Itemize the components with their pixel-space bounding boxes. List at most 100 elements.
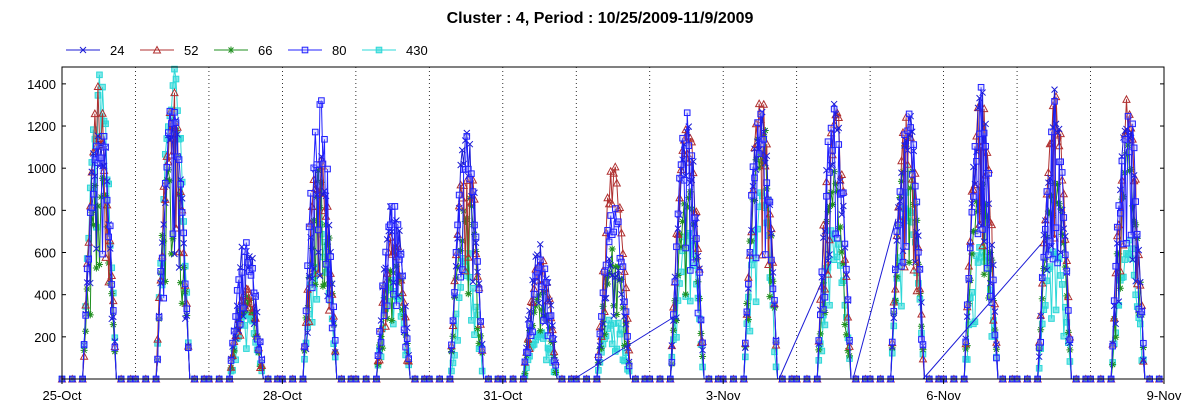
data-point	[451, 289, 458, 296]
data-point	[478, 367, 486, 375]
data-point	[397, 251, 405, 258]
data-point	[448, 367, 455, 375]
data-point	[235, 330, 245, 339]
data-point	[679, 134, 686, 142]
data-point	[608, 340, 616, 348]
data-point	[153, 334, 162, 343]
data-point	[1048, 128, 1055, 136]
data-point	[612, 178, 622, 187]
data-point	[898, 169, 905, 177]
data-point	[832, 180, 840, 188]
data-point	[746, 249, 754, 256]
data-point	[318, 97, 325, 104]
data-point	[986, 293, 994, 300]
data-point	[595, 367, 602, 374]
data-point	[257, 360, 267, 370]
data-point	[97, 193, 105, 201]
data-point	[1061, 232, 1069, 240]
data-point	[103, 196, 111, 204]
data-point	[466, 175, 474, 183]
data-point	[175, 156, 183, 163]
data-point	[982, 120, 990, 128]
data-point	[605, 238, 613, 246]
data-point	[316, 101, 324, 108]
data-point	[1058, 206, 1066, 214]
data-point	[749, 163, 757, 171]
data-point	[1140, 339, 1147, 347]
data-point	[242, 292, 250, 300]
data-point	[158, 254, 166, 262]
data-point	[758, 108, 766, 116]
data-point	[1054, 129, 1061, 137]
data-point	[1041, 255, 1049, 263]
data-point	[686, 297, 694, 305]
data-point	[610, 312, 618, 320]
data-point	[844, 296, 852, 303]
data-point	[405, 355, 412, 362]
data-point	[457, 284, 464, 291]
data-point	[826, 301, 833, 309]
data-point	[100, 132, 108, 140]
data-point	[968, 200, 976, 207]
data-point	[1130, 217, 1138, 225]
data-point	[982, 201, 990, 209]
data-point	[686, 267, 694, 274]
data-point	[94, 202, 102, 210]
data-point	[250, 289, 258, 297]
data-point	[83, 265, 91, 273]
data-point	[973, 158, 980, 165]
data-point	[526, 321, 533, 328]
data-point	[599, 289, 607, 297]
data-point	[598, 313, 605, 320]
data-point	[239, 313, 247, 320]
data-point	[625, 362, 633, 370]
data-point	[905, 110, 913, 118]
data-point	[469, 188, 477, 195]
data-point	[399, 306, 407, 314]
data-point	[895, 221, 902, 229]
data-point	[896, 188, 904, 195]
x-tick-label: 3-Nov	[706, 388, 741, 403]
data-point	[1049, 255, 1057, 263]
data-point	[986, 248, 994, 256]
data-point	[742, 339, 749, 347]
data-point	[321, 135, 328, 143]
data-point	[160, 294, 168, 302]
y-tick-label: 600	[34, 246, 56, 261]
data-point	[683, 109, 691, 117]
data-point	[252, 293, 259, 300]
data-point	[1059, 189, 1069, 198]
data-point	[85, 255, 93, 263]
data-point	[230, 347, 238, 355]
data-point	[844, 347, 852, 355]
data-point	[535, 264, 543, 272]
data-point	[448, 341, 455, 349]
data-point	[396, 256, 403, 263]
data-point	[690, 259, 697, 267]
data-point	[1043, 188, 1051, 195]
data-point	[321, 187, 328, 195]
data-point	[691, 214, 699, 222]
data-point	[911, 182, 919, 190]
data-point	[1035, 344, 1043, 351]
data-point	[400, 326, 408, 333]
data-point	[601, 330, 609, 338]
data-point	[177, 180, 184, 188]
data-point	[331, 337, 339, 344]
data-point	[249, 308, 257, 316]
data-point	[171, 65, 178, 73]
data-point	[1040, 231, 1048, 239]
data-point	[1061, 263, 1069, 271]
data-point	[751, 174, 758, 182]
data-point	[1055, 125, 1063, 133]
data-point	[540, 317, 547, 324]
data-point	[602, 274, 610, 282]
data-point	[991, 308, 999, 316]
legend: 24 52 66 80 430	[66, 43, 428, 58]
data-point	[668, 359, 676, 366]
data-point	[472, 303, 480, 311]
data-point	[315, 226, 322, 234]
data-point	[1115, 266, 1125, 275]
data-point	[918, 299, 925, 306]
